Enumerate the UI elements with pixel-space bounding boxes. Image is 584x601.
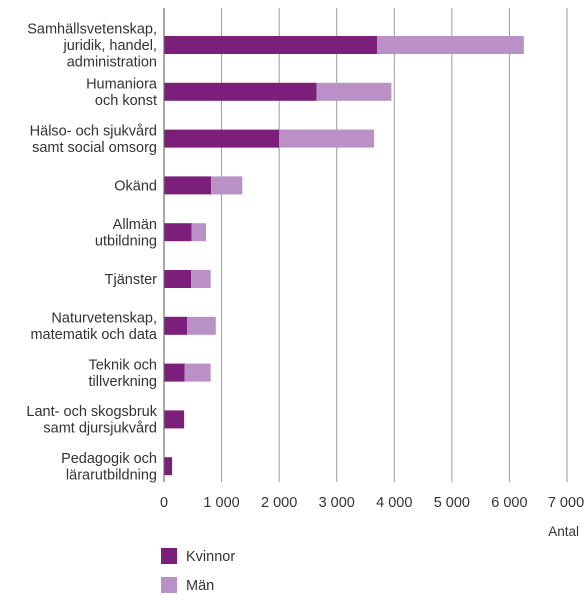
category-label-1-line-1: och konst bbox=[95, 93, 157, 109]
bar-kvinnor-8 bbox=[164, 410, 185, 429]
x-tick-label-1: 1 000 bbox=[203, 495, 239, 511]
x-tick-label-6: 6 000 bbox=[491, 495, 527, 511]
bar-kvinnor-7 bbox=[164, 363, 185, 382]
category-label-2-line-1: samt social omsorg bbox=[32, 140, 157, 156]
bar-m-n-2 bbox=[279, 129, 375, 148]
bar-m-n-7 bbox=[184, 363, 211, 382]
bar-m-n-5 bbox=[191, 270, 211, 288]
bar-kvinnor-3 bbox=[164, 176, 212, 195]
bar-kvinnor-2 bbox=[164, 129, 280, 148]
category-label-0-line-2: administration bbox=[67, 55, 157, 71]
category-label-4-line-1: utbildning bbox=[95, 233, 157, 249]
category-label-6-line-0: Naturvetenskap, bbox=[51, 311, 157, 327]
category-label-6-line-1: matematik och data bbox=[30, 327, 157, 343]
bar-kvinnor-6 bbox=[164, 316, 188, 335]
category-label-0-line-1: juridik, handel, bbox=[63, 38, 158, 54]
legend-label-kvinnor: Kvinnor bbox=[186, 549, 235, 565]
x-tick-label-4: 4 000 bbox=[376, 495, 412, 511]
category-label-9-line-0: Pedagogik och bbox=[61, 451, 157, 467]
bar-kvinnor-5 bbox=[164, 270, 192, 288]
category-label-3-line-0: Okänd bbox=[114, 178, 157, 194]
category-label-9-line-1: lärarutbildning bbox=[66, 467, 157, 483]
bar-kvinnor-4 bbox=[164, 223, 192, 242]
legend-swatch-kvinnor bbox=[161, 548, 177, 564]
category-label-0-line-0: Samhällsvetenskap, bbox=[27, 22, 157, 38]
bar-kvinnor-1 bbox=[164, 82, 317, 101]
category-label-4-line-0: Allmän bbox=[113, 217, 157, 233]
bar-m-n-0 bbox=[377, 36, 524, 54]
legend-swatch-m-n bbox=[161, 577, 177, 593]
bar-kvinnor-0 bbox=[164, 36, 378, 54]
bar-m-n-4 bbox=[191, 223, 207, 242]
category-label-7-line-1: tillverkning bbox=[89, 374, 158, 390]
x-tick-label-5: 5 000 bbox=[434, 495, 470, 511]
x-tick-label-3: 3 000 bbox=[319, 495, 355, 511]
category-label-1-line-0: Humaniora bbox=[86, 77, 158, 93]
legend-label-m-n: Män bbox=[186, 578, 214, 594]
bar-m-n-3 bbox=[211, 176, 243, 195]
bar-m-n-6 bbox=[187, 316, 216, 335]
category-label-2-line-0: Hälso- och sjukvård bbox=[30, 123, 157, 139]
category-label-8-line-0: Lant- och skogsbruk bbox=[26, 404, 157, 420]
category-label-7-line-0: Teknik och bbox=[88, 357, 157, 373]
x-tick-label-7: 7 000 bbox=[548, 495, 584, 511]
bar-kvinnor-9 bbox=[164, 457, 173, 476]
category-label-8-line-1: samt djursjukvård bbox=[43, 421, 157, 437]
x-tick-label-2: 2 000 bbox=[261, 495, 297, 511]
category-label-5-line-0: Tjänster bbox=[105, 272, 158, 288]
x-tick-label-0: 0 bbox=[160, 495, 168, 511]
bar-m-n-1 bbox=[316, 82, 392, 101]
x-axis-label: Antal bbox=[548, 524, 579, 539]
